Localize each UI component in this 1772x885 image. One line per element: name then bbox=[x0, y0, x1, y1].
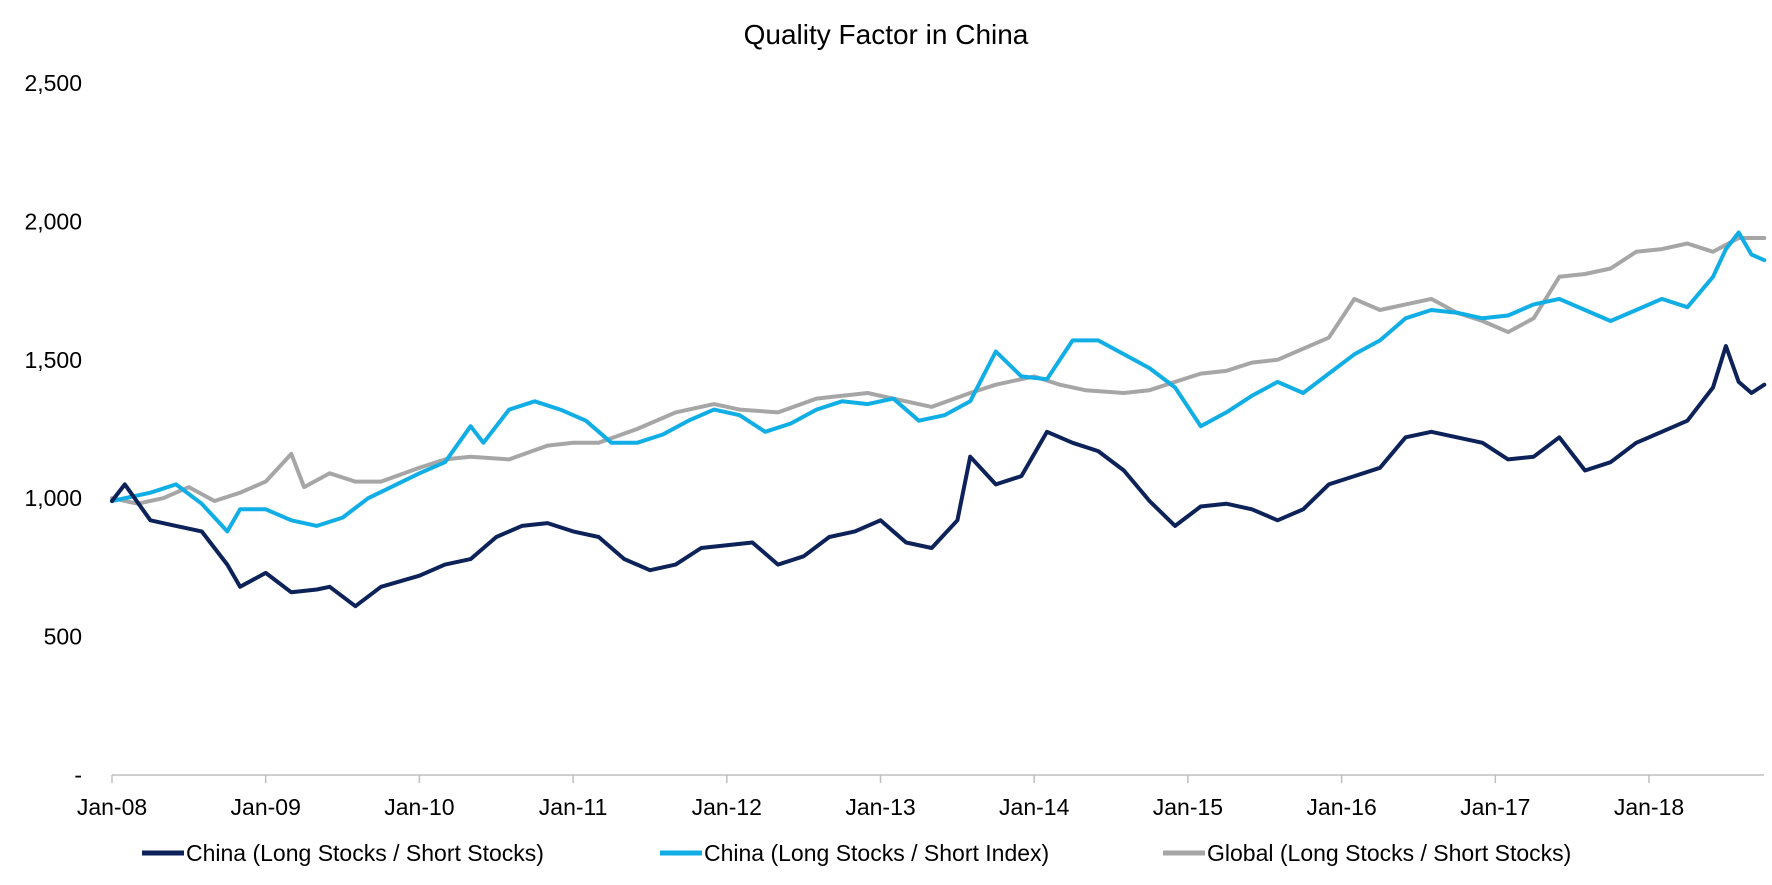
y-tick-label: 2,000 bbox=[24, 208, 82, 234]
x-axis-ticks: Jan-08 Jan-09 Jan-10 Jan-11 Jan-12 Jan-13 Jan-… bbox=[77, 775, 1684, 820]
x-tick-label: Jan-15 bbox=[1153, 794, 1223, 820]
x-tick-label: Jan-16 bbox=[1306, 794, 1376, 820]
x-tick-label: Jan-18 bbox=[1614, 794, 1684, 820]
y-axis-tick-labels: - 500 1,000 1,500 2,000 2,500 bbox=[24, 70, 82, 788]
series-line-2 bbox=[110, 230, 1767, 534]
legend-label: China (Long Stocks / Short Stocks) bbox=[186, 840, 544, 866]
legend-label: Global (Long Stocks / Short Stocks) bbox=[1207, 840, 1571, 866]
legend: China (Long Stocks / Short Stocks) China … bbox=[142, 840, 1571, 866]
y-tick-label: 2,500 bbox=[24, 70, 82, 96]
x-tick-label: Jan-13 bbox=[845, 794, 915, 820]
x-tick-label: Jan-10 bbox=[384, 794, 454, 820]
y-tick-label: 500 bbox=[44, 624, 82, 650]
chart-title: Quality Factor in China bbox=[744, 19, 1029, 50]
x-tick-label: Jan-14 bbox=[999, 794, 1070, 820]
series-line-3 bbox=[110, 236, 1767, 506]
series-line-1 bbox=[110, 344, 1767, 609]
y-tick-label: - bbox=[74, 762, 82, 788]
x-tick-label: Jan-12 bbox=[692, 794, 762, 820]
series-lines bbox=[110, 230, 1767, 609]
x-tick-label: Jan-09 bbox=[231, 794, 301, 820]
y-tick-label: 1,500 bbox=[24, 347, 82, 373]
x-tick-label: Jan-17 bbox=[1460, 794, 1530, 820]
legend-label: China (Long Stocks / Short Index) bbox=[704, 840, 1049, 866]
x-tick-label: Jan-11 bbox=[539, 794, 608, 820]
y-tick-label: 1,000 bbox=[24, 485, 82, 511]
x-tick-label: Jan-08 bbox=[77, 794, 147, 820]
